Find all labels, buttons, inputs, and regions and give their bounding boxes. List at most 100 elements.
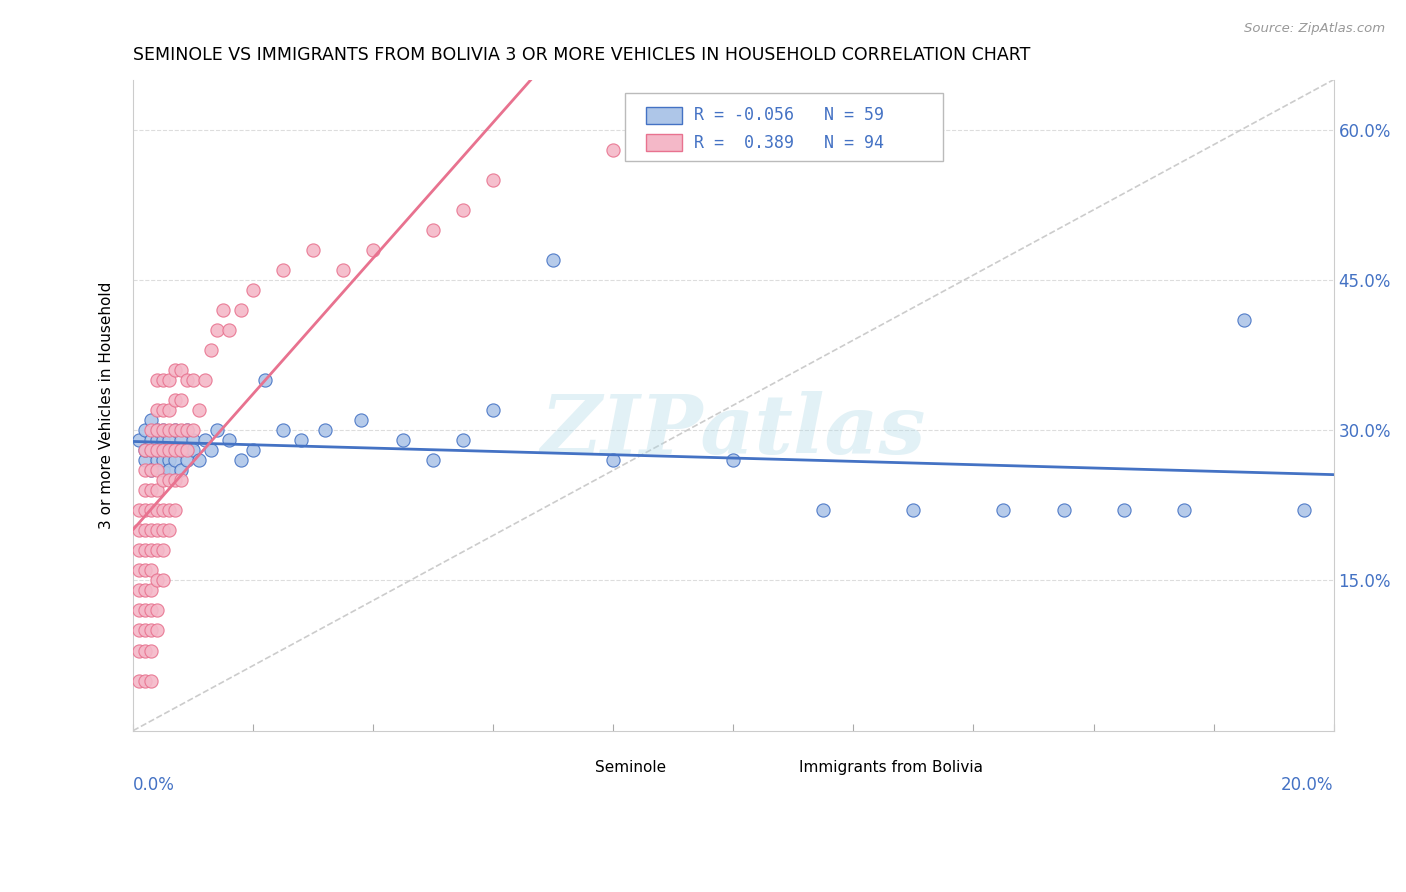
Point: [200, 343, 222, 357]
Point: [482, 173, 505, 187]
Point: [146, 503, 169, 517]
Text: SEMINOLE VS IMMIGRANTS FROM BOLIVIA 3 OR MORE VEHICLES IN HOUSEHOLD CORRELATION : SEMINOLE VS IMMIGRANTS FROM BOLIVIA 3 OR…: [134, 46, 1031, 64]
Point: [146, 574, 169, 588]
Point: [139, 443, 162, 458]
Point: [212, 303, 235, 318]
Point: [205, 423, 228, 437]
Text: ZIPatlas: ZIPatlas: [541, 392, 927, 471]
Point: [146, 403, 169, 417]
Point: [422, 453, 444, 467]
Point: [813, 503, 835, 517]
Point: [170, 363, 193, 377]
Point: [242, 443, 264, 458]
Point: [152, 423, 174, 437]
Point: [170, 443, 193, 458]
Point: [139, 524, 162, 538]
Point: [134, 543, 156, 558]
Point: [157, 423, 180, 437]
Text: R =  0.389   N = 94: R = 0.389 N = 94: [693, 134, 884, 152]
Bar: [554, 761, 583, 775]
Point: [134, 563, 156, 577]
Point: [128, 603, 150, 617]
Point: [157, 443, 180, 458]
Point: [1173, 503, 1195, 517]
Point: [602, 143, 624, 157]
Point: [451, 202, 474, 217]
Point: [128, 524, 150, 538]
Point: [361, 243, 384, 257]
Point: [152, 543, 174, 558]
Y-axis label: 3 or more Vehicles in Household: 3 or more Vehicles in Household: [100, 282, 114, 529]
Point: [128, 503, 150, 517]
Point: [128, 563, 150, 577]
Point: [139, 583, 162, 598]
Point: [146, 624, 169, 638]
Point: [146, 443, 169, 458]
Point: [314, 423, 336, 437]
Point: [139, 643, 162, 657]
Point: [188, 453, 211, 467]
Point: [152, 434, 174, 448]
Point: [157, 373, 180, 387]
Point: [152, 373, 174, 387]
Point: [176, 373, 198, 387]
Point: [176, 423, 198, 437]
Point: [134, 624, 156, 638]
Point: [152, 443, 174, 458]
Point: [146, 423, 169, 437]
Point: [152, 453, 174, 467]
Point: [139, 563, 162, 577]
Point: [176, 453, 198, 467]
Point: [139, 423, 162, 437]
Point: [165, 473, 187, 487]
Point: [290, 434, 312, 448]
Point: [1052, 503, 1074, 517]
Point: [543, 252, 565, 267]
Point: [170, 423, 193, 437]
Point: [139, 603, 162, 617]
Point: [392, 434, 415, 448]
Point: [170, 463, 193, 477]
Bar: [758, 761, 787, 775]
Point: [165, 423, 187, 437]
Bar: [645, 135, 682, 152]
Point: [139, 673, 162, 688]
Point: [194, 373, 217, 387]
Point: [200, 443, 222, 458]
Point: [152, 524, 174, 538]
Point: [128, 643, 150, 657]
Point: [146, 603, 169, 617]
Point: [165, 443, 187, 458]
Point: [165, 393, 187, 408]
Point: [242, 283, 264, 297]
Point: [602, 453, 624, 467]
Point: [218, 323, 240, 337]
Point: [181, 434, 204, 448]
Point: [157, 524, 180, 538]
Point: [157, 403, 180, 417]
Point: [157, 443, 180, 458]
Point: [152, 574, 174, 588]
Point: [128, 624, 150, 638]
Point: [218, 434, 240, 448]
Text: Seminole: Seminole: [595, 760, 666, 775]
Point: [1232, 313, 1254, 327]
Point: [176, 443, 198, 458]
Point: [146, 434, 169, 448]
Point: [181, 443, 204, 458]
Point: [146, 453, 169, 467]
Point: [271, 423, 294, 437]
Point: [350, 413, 373, 427]
Point: [170, 473, 193, 487]
Point: [128, 543, 150, 558]
Point: [302, 243, 325, 257]
Point: [176, 443, 198, 458]
Point: [165, 443, 187, 458]
Point: [188, 403, 211, 417]
Point: [152, 403, 174, 417]
Point: [993, 503, 1015, 517]
Text: 20.0%: 20.0%: [1281, 776, 1334, 794]
Point: [157, 463, 180, 477]
Point: [146, 543, 169, 558]
Point: [139, 624, 162, 638]
